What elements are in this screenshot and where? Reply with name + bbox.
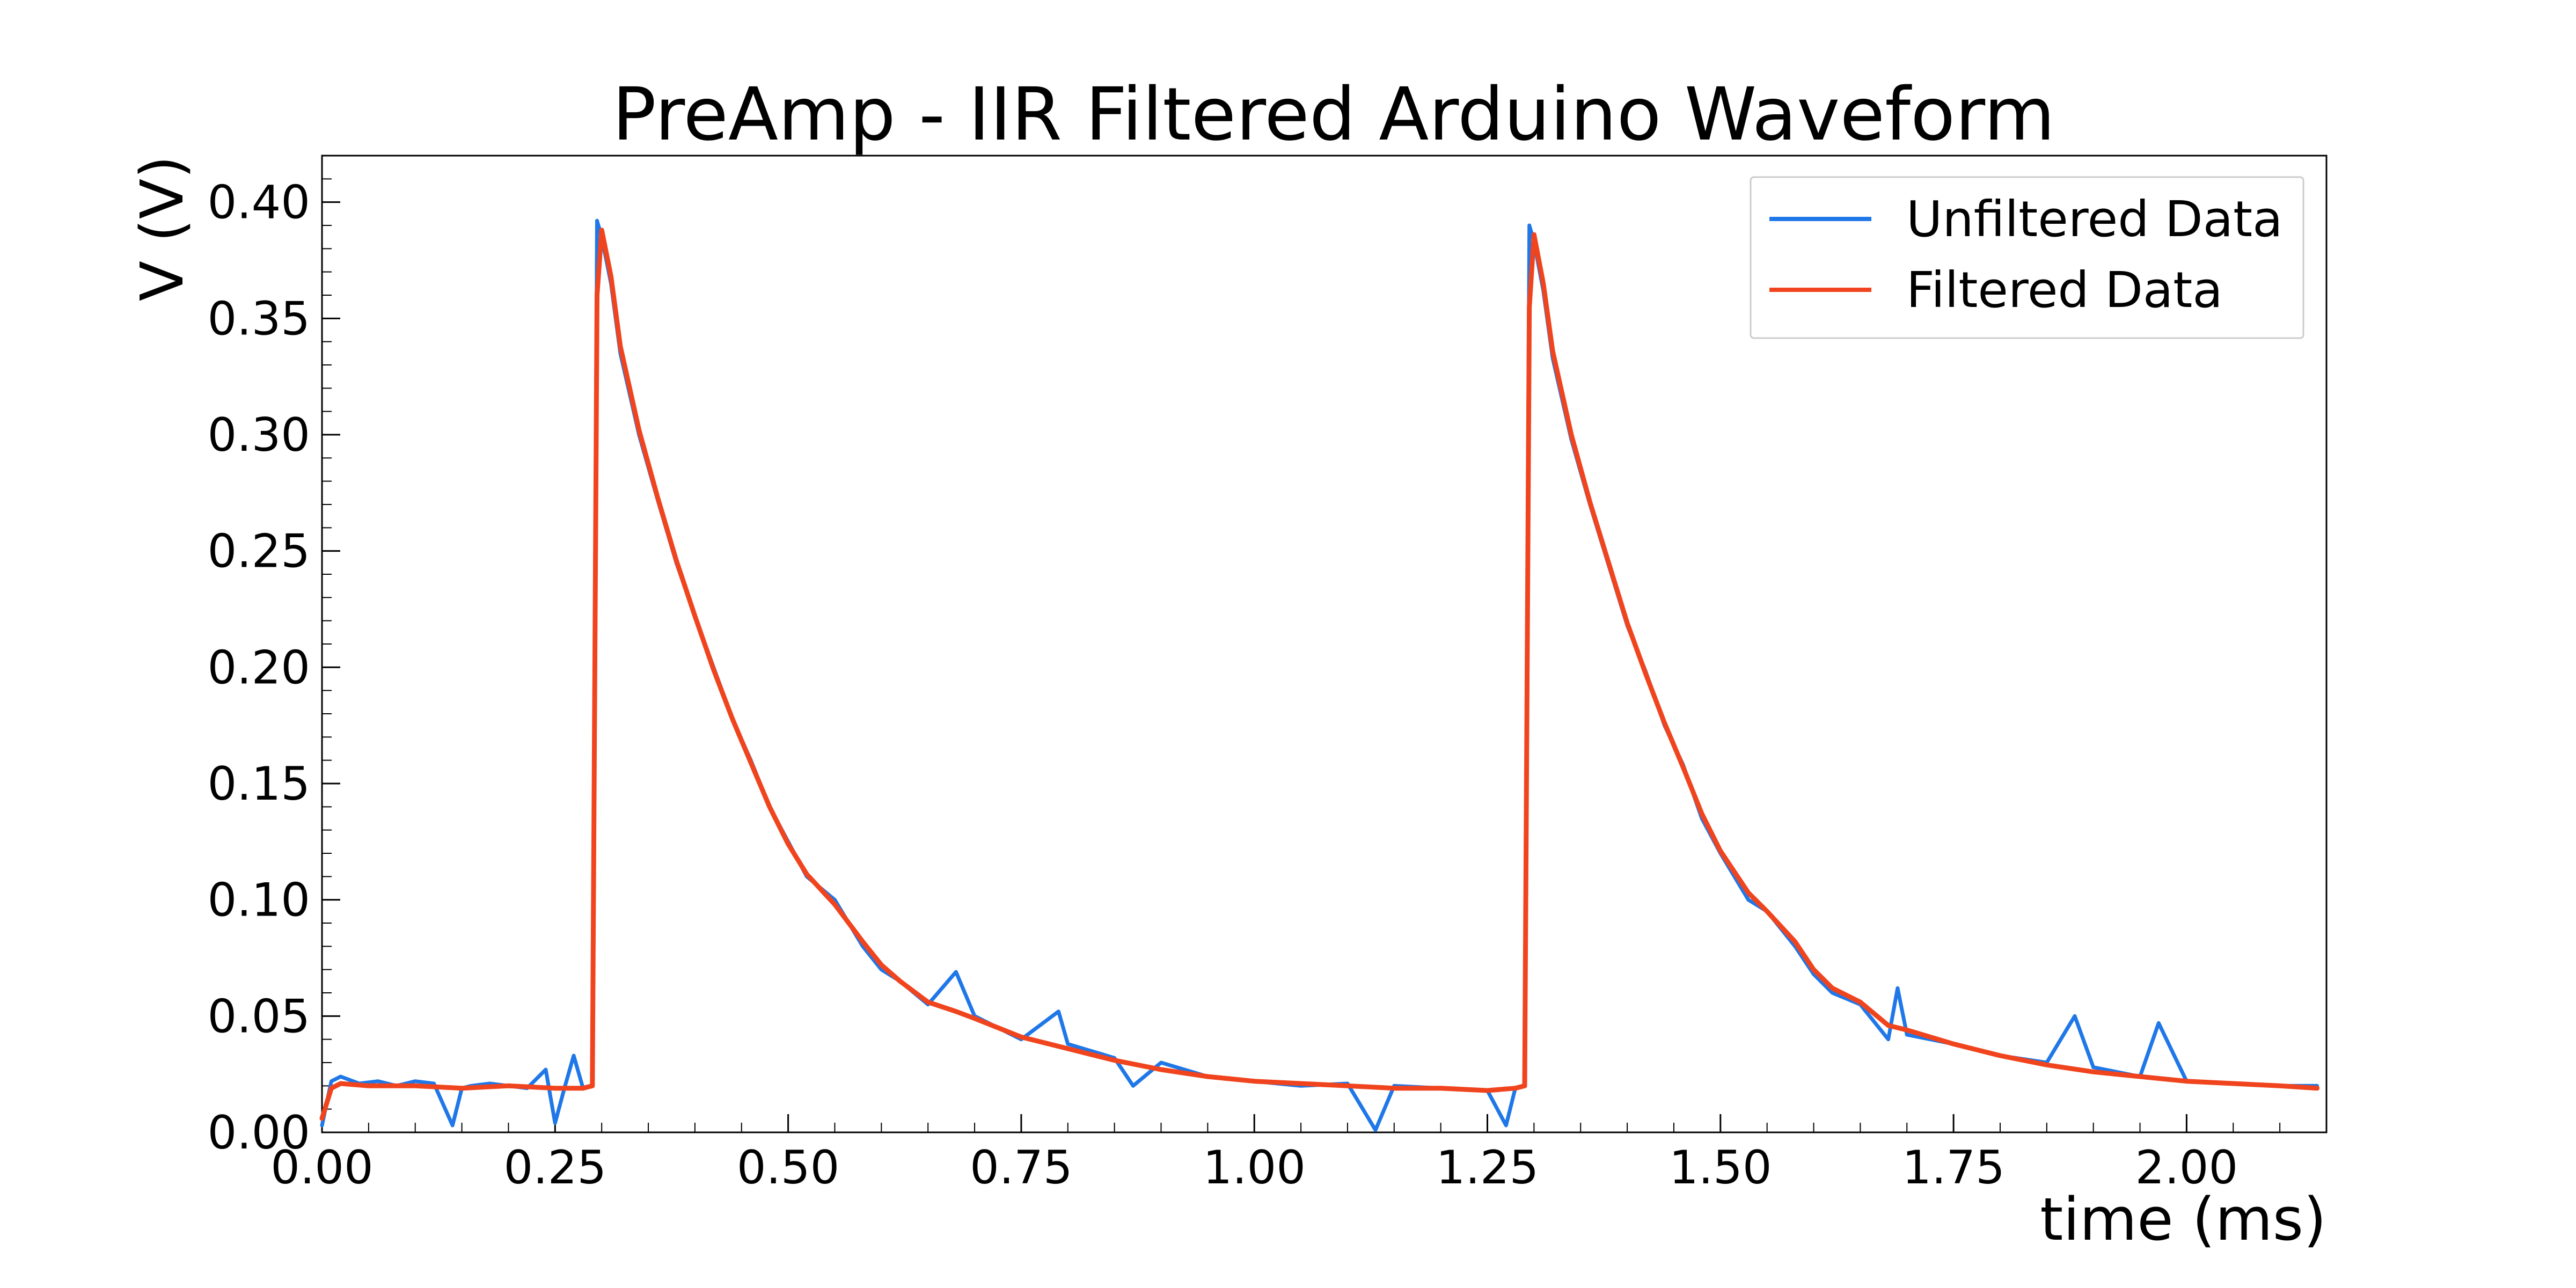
plot-area: 0.00 0.25 0.50 0.75 1.00 1.25 1.50 1.75 2.00 0.0… — [208, 155, 2328, 1195]
series-line-unfiltered — [320, 218, 2319, 1132]
y-axis-label: V (V) — [128, 156, 196, 301]
x-axis-ticks: 0.00 0.25 0.50 0.75 1.00 1.25 1.50 1.75 2.00 — [270, 1114, 2327, 1195]
legend: Unfiltered Data Filtered Data — [1750, 176, 2304, 339]
x-tick-label: 1.00 — [1203, 1141, 1305, 1195]
y-tick-label: 0.40 — [208, 176, 310, 230]
y-tick-label: 0.20 — [208, 641, 310, 694]
y-axis-ticks: 0.00 0.05 0.10 0.15 0.20 0.25 0.30 0.35 0.40 — [208, 155, 340, 1160]
x-tick-label: 0.25 — [504, 1141, 606, 1195]
series-line-filtered — [319, 228, 2320, 1121]
x-tick-label: 1.25 — [1436, 1141, 1539, 1195]
x-tick-label: 1.50 — [1669, 1141, 1772, 1195]
y-tick-label: 0.10 — [208, 874, 310, 927]
legend-label-unfiltered: Unfiltered Data — [1906, 191, 2283, 248]
x-tick-label: 1.75 — [1902, 1141, 2004, 1195]
y-tick-label: 0.35 — [208, 292, 310, 346]
x-axis-label: time (ms) — [2040, 1185, 2326, 1254]
y-tick-label: 0.25 — [208, 525, 310, 579]
y-tick-label: 0.30 — [208, 408, 310, 462]
x-tick-label: 0.50 — [737, 1141, 839, 1195]
legend-box — [1750, 176, 2304, 339]
series-lines — [319, 218, 2320, 1132]
legend-label-filtered: Filtered Data — [1906, 261, 2223, 319]
y-tick-label: 0.05 — [208, 990, 310, 1043]
x-tick-label: 0.00 — [270, 1141, 373, 1195]
x-tick-label: 0.75 — [970, 1141, 1072, 1195]
x-tick-label: 2.00 — [2135, 1141, 2238, 1195]
y-tick-label: 0.00 — [208, 1106, 310, 1160]
y-tick-label: 0.15 — [208, 757, 310, 811]
chart-title: PreAmp - IIR Filtered Arduino Waveform — [612, 72, 2055, 157]
